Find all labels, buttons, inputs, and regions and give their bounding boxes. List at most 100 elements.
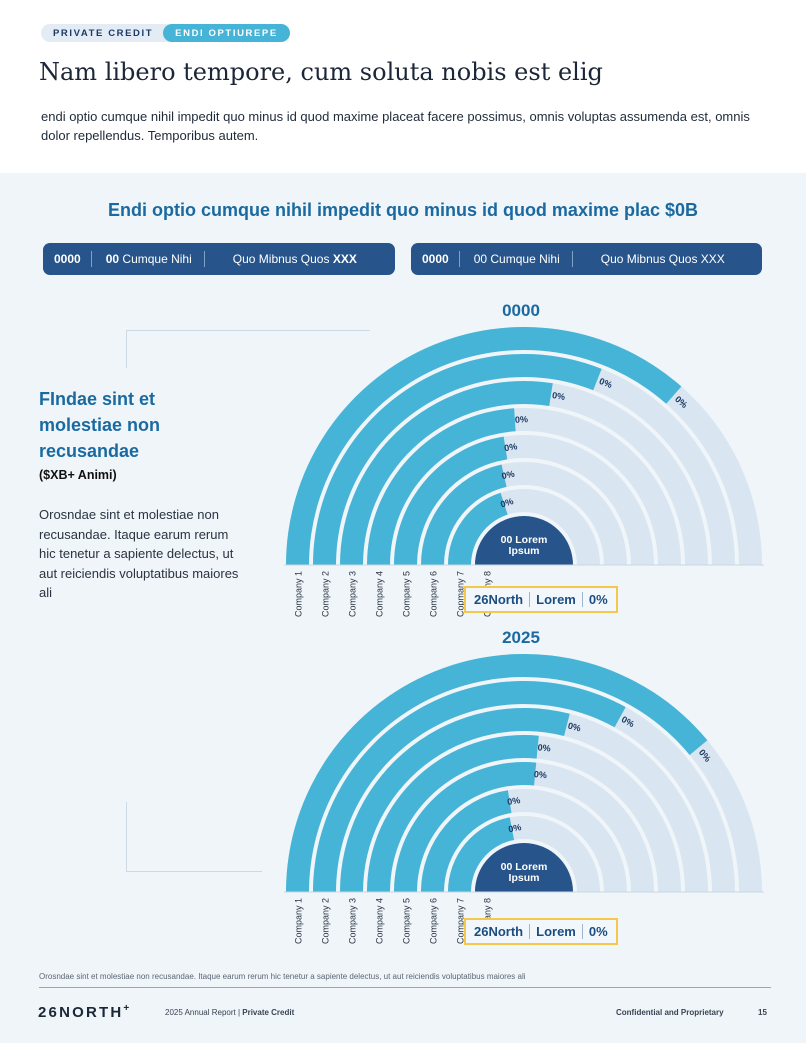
stat-count: 00 Cumque Nihi	[92, 252, 204, 266]
footer-rule	[39, 987, 771, 988]
chart-year-title: 0000	[502, 301, 540, 320]
bar-fill	[286, 654, 708, 892]
bar-fill	[340, 708, 570, 892]
page-number: 15	[758, 1008, 767, 1017]
bar-fill	[448, 817, 515, 892]
bar-fill	[313, 680, 626, 892]
center-label-line1: 00 Lorem	[501, 861, 548, 873]
legend-divider	[529, 924, 531, 939]
stat-detail-label: Quo Mibnus Quos XXX	[600, 252, 725, 266]
bar-fill	[394, 436, 508, 565]
bar-fill	[448, 492, 508, 565]
center-semicircle	[475, 843, 573, 892]
stat-count: 00 Cumque Nihi	[460, 252, 572, 266]
bar-value-label: 0%	[551, 390, 565, 402]
bar-fill	[394, 762, 537, 892]
company-label: Company 3	[348, 898, 358, 944]
company-label: Company 1	[294, 898, 304, 944]
page-title: Nam libero tempore, cum soluta nobis est…	[39, 58, 603, 86]
stat-detail: Quo Mibnus Quos XXX	[205, 252, 357, 266]
bar-value-label: 0%	[567, 721, 582, 734]
company-label: Company 4	[375, 898, 385, 944]
stat-divider	[458, 251, 460, 267]
stat-divider	[90, 251, 92, 267]
legend-value: 0%	[588, 924, 608, 939]
center-label-line1: 00 Lorem	[501, 534, 548, 546]
sidebar-subheading: ($XB+ Animi)	[39, 468, 117, 482]
center-label-line2: Ipsum	[509, 872, 540, 884]
highlight-legend-bottom: 26North Lorem 0%	[464, 918, 618, 945]
stat-count-label: 00 Cumque Nihi	[473, 252, 560, 266]
stat-count-label: Cumque Nihi	[119, 252, 192, 266]
company-label: Company 1	[294, 571, 304, 617]
bar-value-label: 0%	[501, 469, 516, 482]
legend-label: Lorem	[536, 592, 576, 607]
company-label: Company 3	[348, 571, 358, 617]
footer-confidential: Confidential and Proprietary	[616, 1008, 724, 1017]
stat-detail-label: Quo Mibnus Quos	[232, 252, 333, 266]
tag-private-credit: PRIVATE CREDIT	[41, 24, 176, 42]
bar-value-label: 0%	[515, 414, 529, 425]
bar-value-label: 0%	[507, 822, 522, 834]
company-label: Company 6	[429, 898, 439, 944]
footnote: Orosndae sint et molestiae non recusanda…	[39, 972, 526, 981]
legend-name: 26North	[474, 924, 524, 939]
bracket-connector-top	[126, 330, 370, 368]
bar-fill	[313, 354, 602, 565]
stat-divider	[203, 251, 205, 267]
stat-detail-value: XXX	[332, 252, 357, 266]
bracket-connector-bottom	[126, 802, 262, 872]
company-label: Company 6	[429, 571, 439, 617]
sidebar-heading: FIndae sint et molestiae non recusandae	[39, 389, 161, 461]
bar-value-label: 0%	[537, 742, 551, 753]
bar-value-label: 0%	[499, 496, 514, 510]
bar-value-label: 0%	[507, 795, 521, 807]
company-label: Company 5	[402, 898, 412, 944]
bar-fill	[421, 790, 512, 892]
legend-label: Lorem	[536, 924, 576, 939]
stat-divider	[571, 251, 573, 267]
legend-divider	[581, 592, 583, 607]
stat-bar-left: 0000 00 Cumque Nihi Quo Mibnus Quos XXX	[43, 243, 395, 275]
intro-paragraph: endi optio cumque nihil impedit quo minu…	[41, 109, 750, 143]
legend-divider	[581, 924, 583, 939]
bar-fill	[421, 464, 507, 565]
bar-value-label: 0%	[598, 376, 614, 390]
highlight-legend-top: 26North Lorem 0%	[464, 586, 618, 613]
logo-mark: +	[123, 1003, 130, 1014]
center-label-line2: Ipsum	[509, 545, 540, 557]
bar-fill	[286, 327, 682, 565]
chart-panel	[0, 173, 806, 1043]
report-year: 2025 Annual Report |	[165, 1008, 243, 1017]
company-label: Company 7	[456, 898, 466, 944]
company-label: Company 5	[402, 571, 412, 617]
center-semicircle	[475, 516, 573, 565]
bar-value-label: 0%	[533, 769, 547, 780]
legend-value: 0%	[588, 592, 608, 607]
stat-value: 0000	[54, 252, 81, 266]
sidebar-body: Orosndae sint et molestiae non recusanda…	[39, 507, 239, 600]
stat-count-value: 00	[105, 252, 120, 266]
footer-report-label: 2025 Annual Report | Private Credit	[165, 1008, 294, 1017]
company-label: Company 4	[375, 571, 385, 617]
tag-endi-optiurepe: ENDI OPTIUREPE	[163, 24, 290, 42]
bar-fill	[340, 381, 553, 565]
section-tags: PRIVATE CREDIT ENDI OPTIUREPE	[41, 24, 290, 42]
stat-detail: Quo Mibnus Quos XXX	[573, 252, 725, 266]
stat-value: 0000	[422, 252, 449, 266]
company-label: Company 2	[321, 571, 331, 617]
report-section: Private Credit	[242, 1008, 295, 1017]
bar-fill	[367, 735, 539, 892]
legend-divider	[529, 592, 531, 607]
logo-text: 26NORTH	[38, 1004, 124, 1021]
bar-fill	[367, 408, 516, 565]
legend-name: 26North	[474, 592, 524, 607]
bar-value-label: 0%	[504, 441, 518, 453]
chart-section-title: Endi optio cumque nihil impedit quo minu…	[107, 200, 699, 220]
company-label: Company 2	[321, 898, 331, 944]
stat-bar-right: 0000 00 Cumque Nihi Quo Mibnus Quos XXX	[411, 243, 762, 275]
company-logo: 26NORTH+	[38, 1003, 129, 1021]
company-label: Copmany 7	[456, 571, 466, 617]
chart-year-title: 2025	[502, 628, 540, 647]
